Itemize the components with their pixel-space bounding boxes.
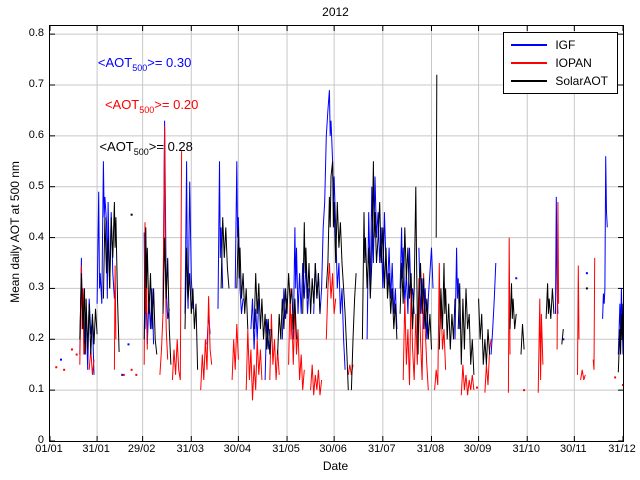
plot-svg [50, 26, 623, 441]
x-tick-label: 30/04 [223, 443, 252, 455]
annotation-iopan-value: >= 0.20 [154, 97, 199, 113]
plot-area: <AOT500>= 0.30 <AOT500>= 0.20 <AOT500>= … [49, 25, 624, 442]
y-tick-label: 0.1 [28, 383, 44, 396]
legend-line-sample [511, 62, 548, 64]
x-tick-label: 31/12 [608, 443, 636, 455]
annotation-solaraot: <AOT500>= 0.28 [99, 139, 192, 157]
legend-item-solaraot: SolarAOT [511, 74, 608, 88]
x-tick-label: 29/02 [127, 443, 156, 455]
x-tick-label: 31/03 [176, 443, 205, 455]
legend-item-iopan: IOPAN [511, 56, 608, 70]
annotation-iopan-subscript: 500 [139, 105, 155, 116]
x-axis-label: Date [322, 459, 349, 473]
y-tick-label: 0.2 [28, 332, 44, 345]
annotation-igf-subscript: 500 [132, 62, 148, 73]
legend-label-igf: IGF [555, 38, 576, 52]
x-tick-label: 31/05 [272, 443, 300, 455]
y-tick-label: 0.7 [28, 77, 44, 90]
legend-label-solaraot: SolarAOT [555, 74, 608, 88]
legend-line-sample [511, 80, 548, 82]
x-tick-label: 31/01 [82, 443, 110, 455]
y-tick-label: 0.4 [28, 230, 44, 243]
legend-label-iopan: IOPAN [555, 56, 592, 70]
y-tick-label: 0.6 [28, 128, 44, 141]
annotation-iopan-prefix: <AOT [104, 97, 140, 113]
chart-title: 2012 [322, 5, 349, 19]
legend: IGF IOPAN SolarAOT [503, 32, 618, 94]
annotation-igf: <AOT500>= 0.30 [98, 55, 191, 73]
y-tick-label: 0.8 [28, 27, 44, 40]
legend-item-igf: IGF [511, 38, 608, 52]
annotation-solaraot-prefix: <AOT [99, 139, 134, 155]
x-tick-label: 31/07 [368, 443, 396, 455]
y-tick-label: 0.5 [28, 179, 44, 192]
x-tick-label: 31/10 [512, 443, 540, 455]
y-tick-label: 0 [37, 434, 44, 446]
x-tick-label: 01/01 [35, 443, 63, 455]
x-tick-label: 30/06 [319, 443, 347, 455]
legend-line-sample [511, 44, 548, 46]
annotation-igf-value: >= 0.30 [147, 54, 192, 70]
annotation-iopan: <AOT500>= 0.20 [105, 97, 198, 115]
y-tick-label: 0.3 [28, 281, 44, 294]
x-tick-label: 30/11 [559, 443, 587, 455]
x-tick-label: 30/09 [463, 443, 492, 455]
annotation-igf-prefix: <AOT [97, 54, 133, 70]
x-tick-label: 31/08 [416, 443, 445, 455]
annotation-solaraot-value: >= 0.28 [148, 139, 193, 155]
annotation-solaraot-subscript: 500 [133, 147, 149, 158]
